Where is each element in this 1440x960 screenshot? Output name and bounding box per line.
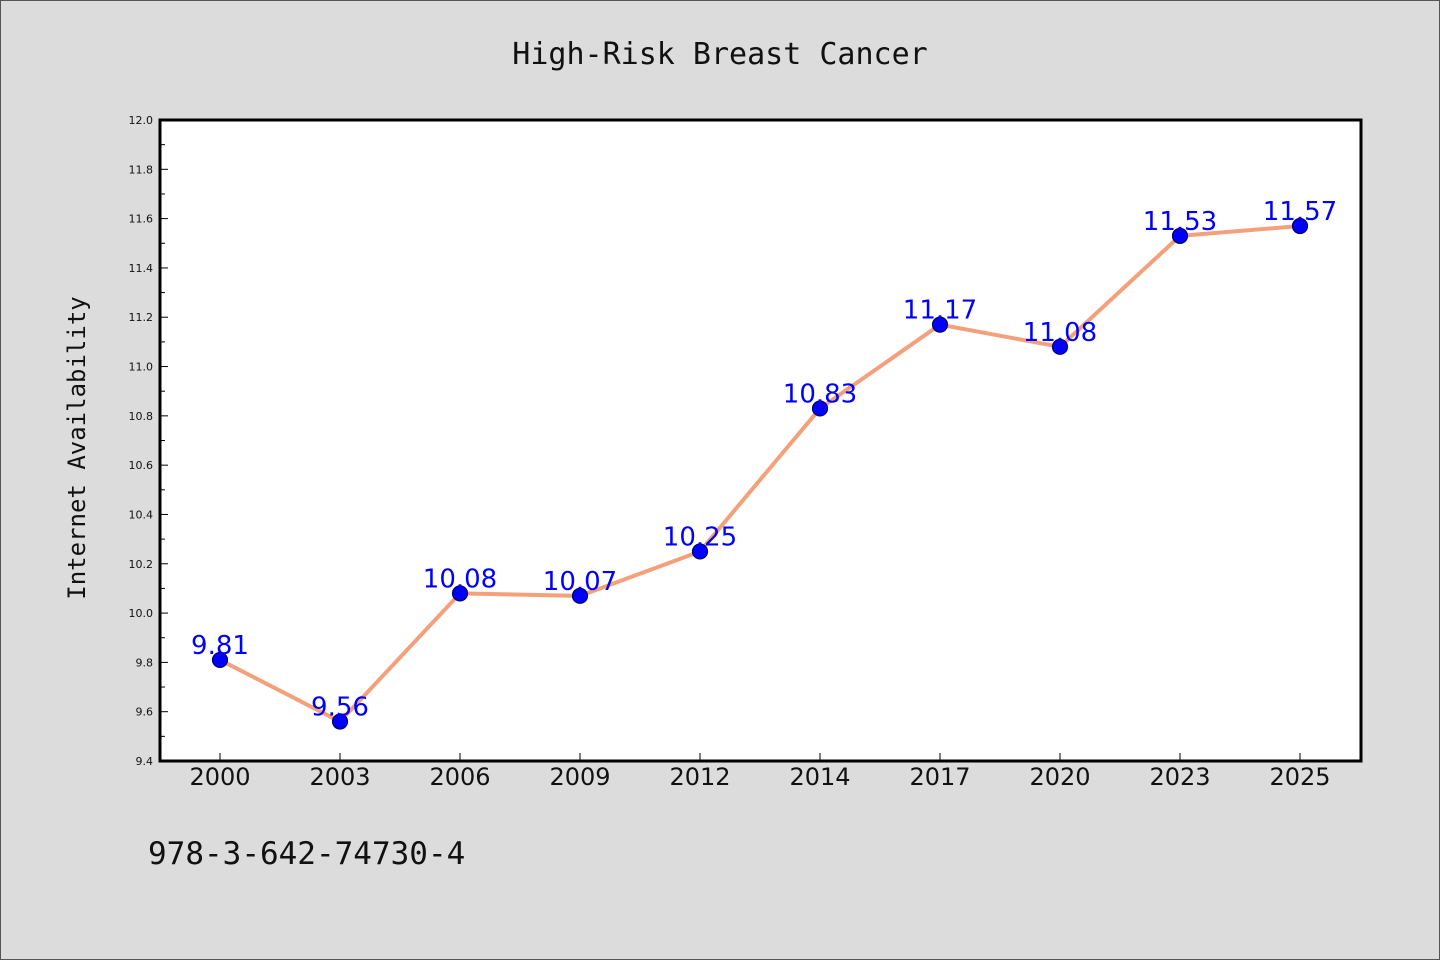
data-label: 10.25 (663, 522, 737, 552)
data-point (1291, 217, 1309, 235)
data-point (571, 587, 589, 604)
y-axis-label: Internet Availability (63, 296, 91, 599)
y-tick-label: 10.6 (129, 459, 154, 472)
x-tick-label: 2023 (1149, 763, 1210, 791)
y-tick-label: 9.4 (136, 755, 154, 768)
series-line-group (218, 224, 1302, 724)
y-axis-ticks: 9.4 9.6 9.8 10.0 10.2 10.4 10.6 10.8 11.0 11.2 11.… (129, 114, 168, 768)
y-tick-label: 12.0 (129, 114, 154, 127)
data-label: 11.08 (1023, 318, 1097, 348)
x-tick-label: 2025 (1269, 763, 1330, 791)
plot-area (158, 118, 1363, 763)
y-tick-label: 11.8 (129, 163, 154, 176)
data-labels: 9.81 9.56 10.08 10.07 10.25 10.83 11.17 11.08 11… (191, 197, 1337, 723)
data-point (451, 585, 469, 602)
y-tick-label: 10.2 (129, 558, 154, 571)
y-tick-label: 11.2 (129, 311, 154, 324)
data-markers (211, 217, 1309, 730)
x-tick-label: 2006 (429, 763, 490, 791)
x-tick-label: 2014 (789, 763, 850, 791)
data-label: 9.56 (311, 693, 369, 723)
x-tick-label: 2009 (549, 763, 610, 791)
data-point (211, 651, 229, 669)
footer-code: 978-3-642-74730-4 (148, 836, 465, 872)
data-label: 11.57 (1263, 197, 1337, 227)
data-point (691, 543, 709, 560)
x-tick-label: 2020 (1029, 763, 1090, 791)
y-tick-label: 11.0 (129, 361, 154, 374)
data-point (331, 713, 349, 730)
data-point (811, 400, 829, 417)
y-tick-label: 11.4 (129, 262, 154, 275)
x-tick-label: 2017 (909, 763, 970, 791)
data-label: 10.83 (783, 379, 857, 409)
data-label: 11.17 (903, 296, 977, 326)
data-point (1051, 338, 1069, 355)
x-axis-ticks: 2000 2003 2006 2009 2012 2014 2017 2020 2023 2025 (189, 753, 1331, 791)
series-line (218, 224, 1302, 724)
x-tick-label: 2003 (309, 763, 370, 791)
data-label: 10.08 (423, 564, 497, 594)
y-tick-label: 11.6 (129, 213, 154, 226)
y-tick-label: 10.4 (129, 508, 154, 521)
data-point (931, 316, 949, 333)
data-label: 10.07 (543, 567, 617, 597)
y-tick-label: 9.6 (136, 706, 154, 719)
y-tick-label: 10.0 (129, 607, 154, 620)
y-tick-label: 9.8 (136, 656, 154, 669)
data-label: 9.81 (191, 631, 249, 661)
x-tick-label: 2012 (669, 763, 730, 791)
data-point (1171, 227, 1189, 244)
y-tick-label: 10.8 (129, 410, 154, 423)
data-label: 11.53 (1143, 207, 1217, 237)
x-tick-label: 2000 (189, 763, 250, 791)
chart-title: High-Risk Breast Cancer (512, 37, 927, 72)
